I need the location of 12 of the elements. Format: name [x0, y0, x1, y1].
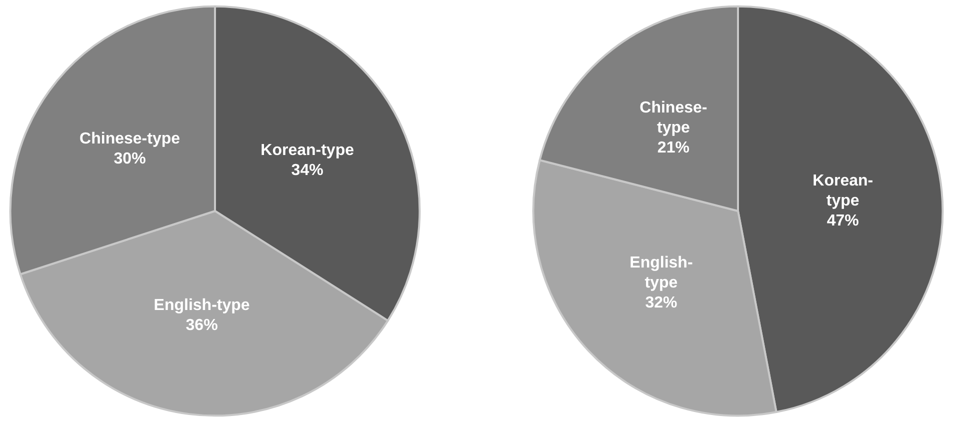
- data-label: 21%: [657, 139, 690, 156]
- slice-label: Korean-type: [260, 142, 354, 159]
- data-label: 32%: [645, 294, 678, 312]
- data-label: 30%: [114, 150, 146, 168]
- slice-label: English-type: [630, 254, 693, 292]
- slice-label: Chinese-type: [80, 130, 180, 148]
- data-label: 36%: [186, 317, 218, 334]
- data-label: 34%: [291, 162, 324, 179]
- data-label: 47%: [826, 212, 859, 230]
- slice-label: Chinese-type: [640, 99, 708, 136]
- slice-label: Korean-type: [812, 172, 874, 210]
- slice-label: English-type: [154, 297, 250, 314]
